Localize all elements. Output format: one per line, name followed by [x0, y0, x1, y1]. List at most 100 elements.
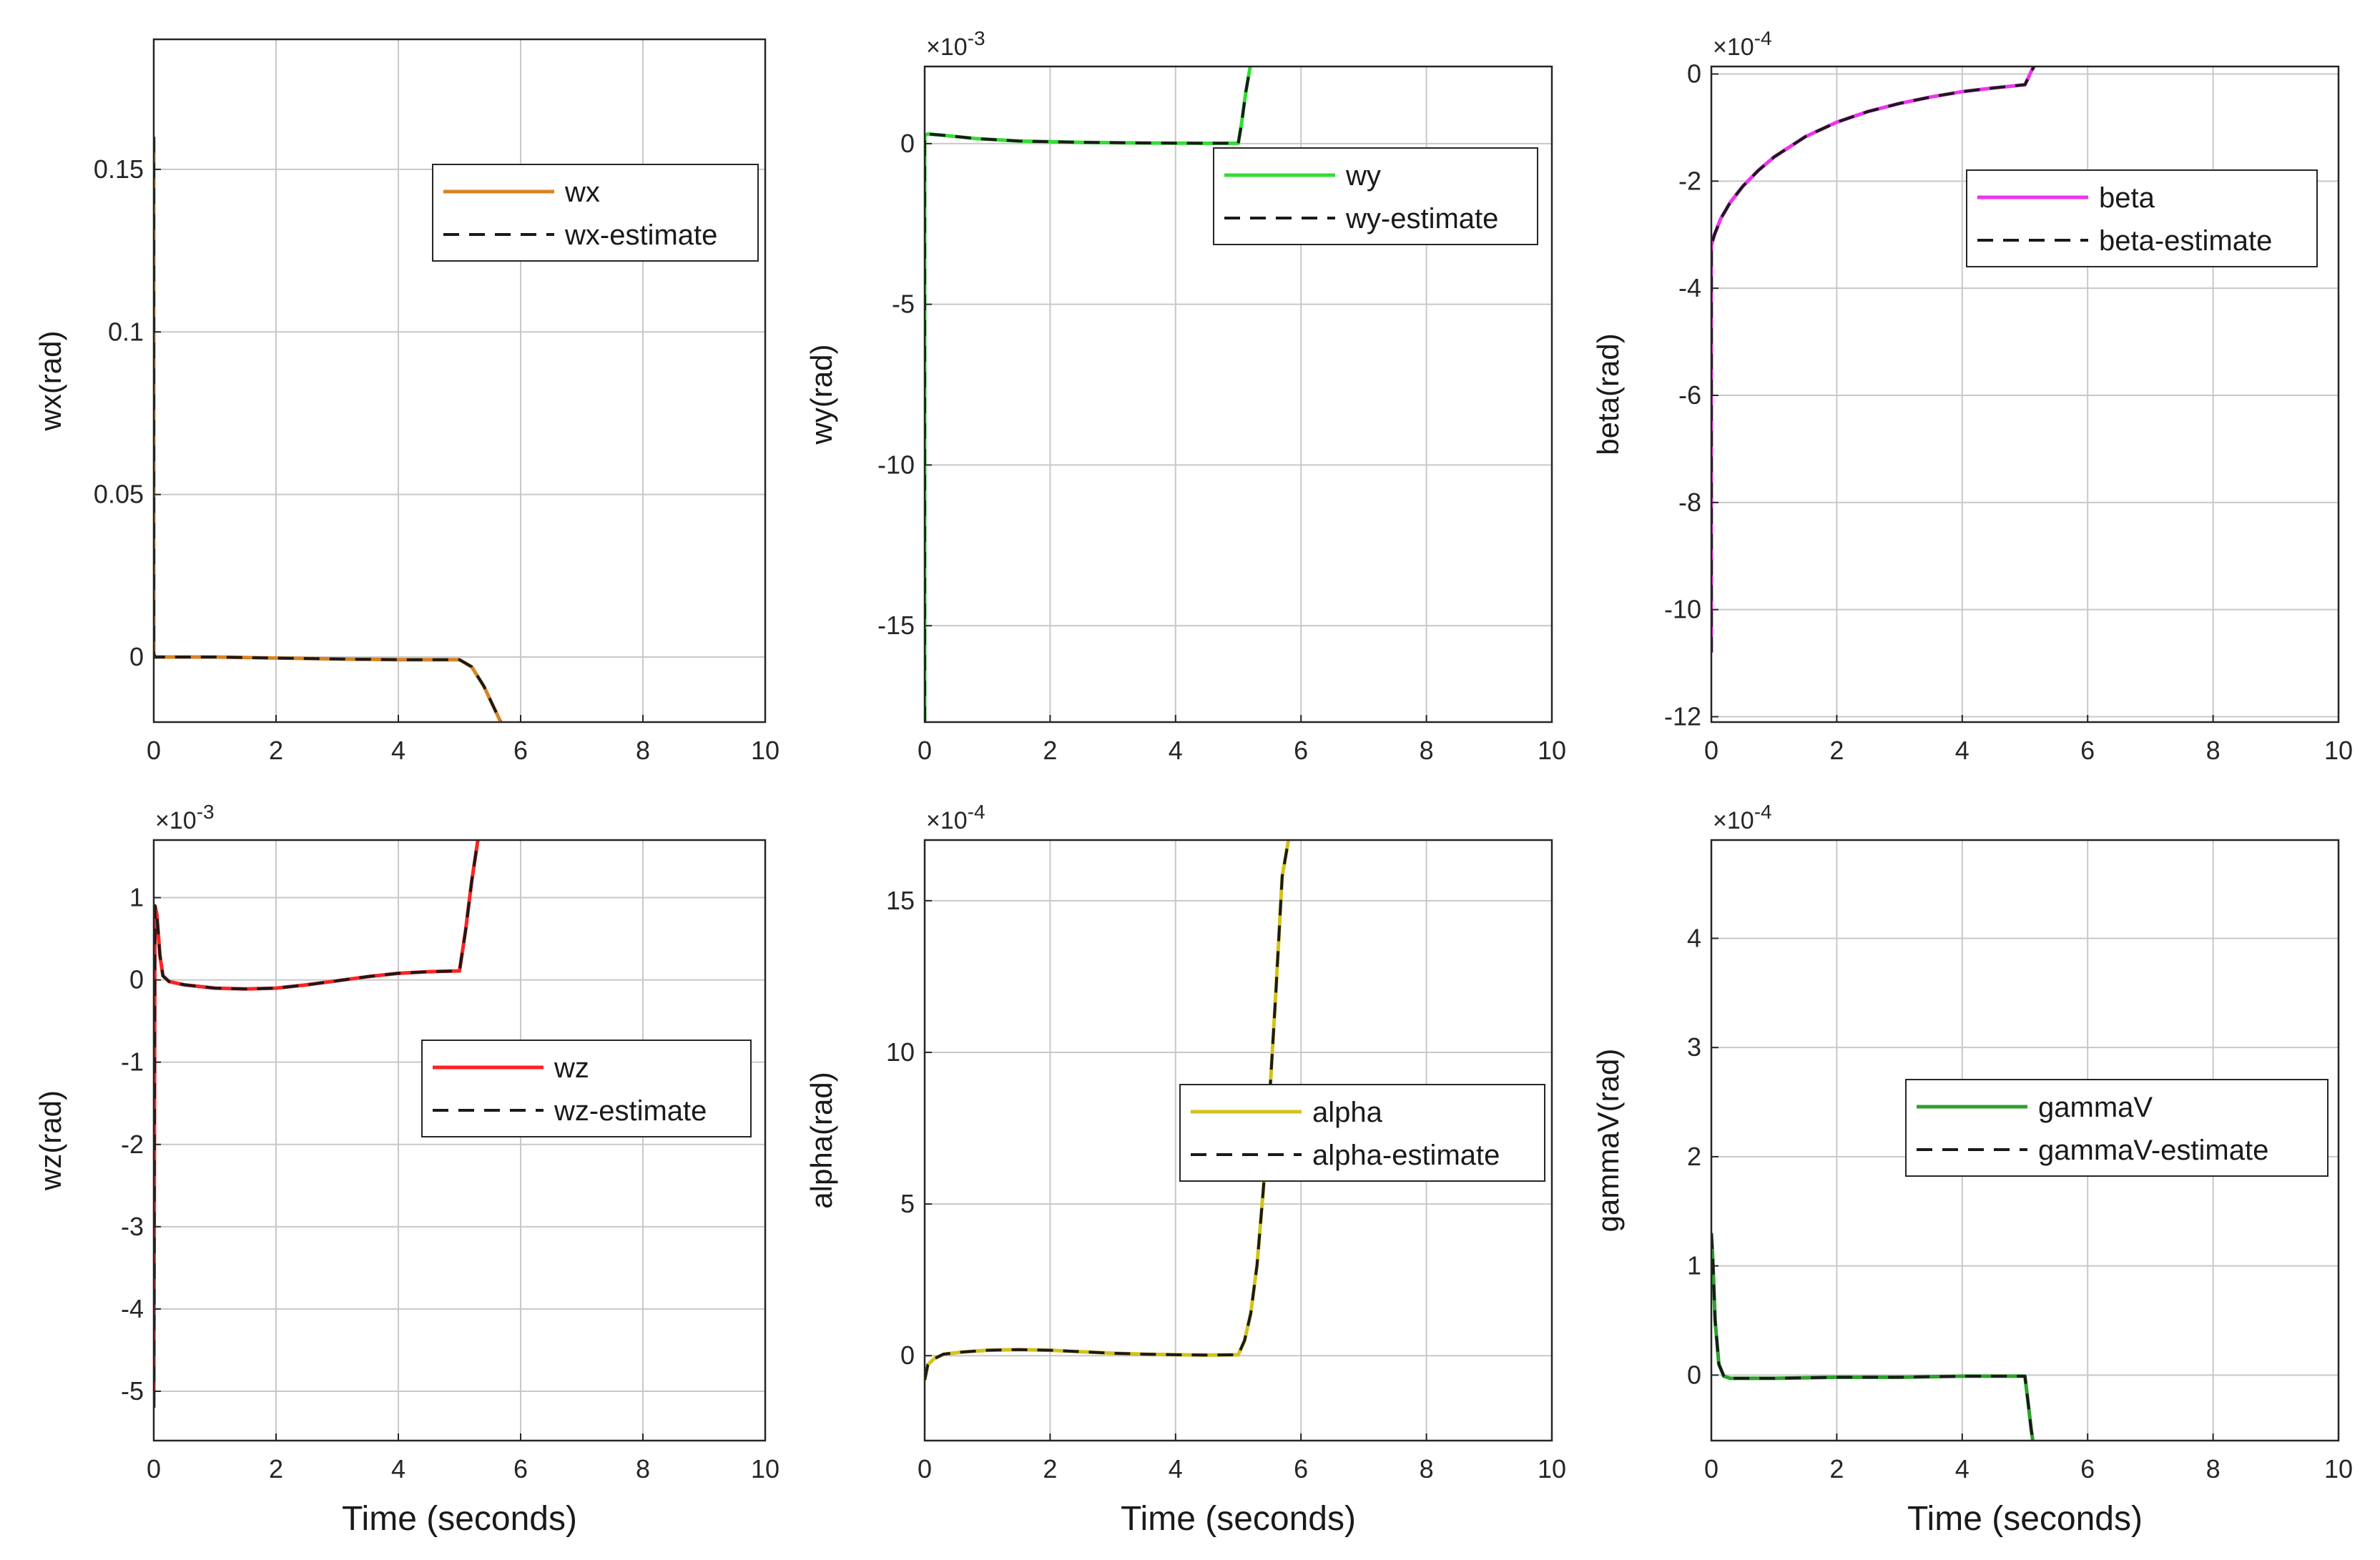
- plot-area: [1711, 66, 2339, 722]
- legend: gammaV gammaV-estimate: [1905, 1079, 2329, 1177]
- y-tick-label: 0.15: [94, 154, 144, 184]
- x-tick-label: 2: [1829, 1454, 1844, 1484]
- y-exponent-label: ×10-4: [1713, 801, 1772, 834]
- legend: beta beta-estimate: [1966, 169, 2318, 267]
- y-tick-label: 0: [900, 129, 915, 158]
- y-tick-label: 2: [1687, 1142, 1701, 1171]
- x-axis-label: Time (seconds): [1121, 1500, 1356, 1538]
- y-tick-label: 0: [129, 642, 144, 671]
- x-tick-label: 2: [269, 736, 283, 765]
- y-tick-label: -8: [1678, 488, 1701, 517]
- legend-box: [1966, 169, 2318, 267]
- y-tick-label: -4: [1678, 273, 1701, 302]
- x-tick-label: 4: [1955, 736, 1970, 765]
- x-tick-label: 6: [1294, 1454, 1308, 1484]
- y-tick-label: 1: [129, 883, 144, 912]
- x-tick-label: 10: [751, 1454, 780, 1484]
- y-exponent-label: ×10-4: [926, 801, 985, 834]
- x-tick-label: 6: [513, 736, 528, 765]
- y-tick-label: 0: [1687, 1360, 1701, 1389]
- series-line-gammaV-estimate: [1711, 1233, 2035, 1441]
- legend: wz wz-estimate: [421, 1040, 752, 1137]
- axes-frame: [1710, 65, 2340, 724]
- y-tick-label: -6: [1678, 380, 1701, 410]
- legend-entry-alpha: alpha: [1312, 1097, 1383, 1128]
- chart-wz: 0 2 4 6 8 10 -5 -4 -3 -2 -1 0 1 ×10-3 wz(rad) Time (sec…: [34, 801, 780, 1538]
- x-tick-label: 2: [1829, 736, 1844, 765]
- x-tick-label: 6: [1294, 736, 1308, 765]
- x-tick-label: 4: [391, 1454, 405, 1484]
- legend-entry-wy-estimate: wy-estimate: [1345, 203, 1498, 235]
- x-tick-label: 0: [147, 736, 161, 765]
- y-exponent-label: ×10-4: [1713, 27, 1772, 61]
- x-tick-label: 8: [2206, 736, 2221, 765]
- x-tick-label: 6: [2080, 736, 2095, 765]
- axes-frame: [152, 839, 767, 1442]
- y-axis-label: gammaV(rad): [1591, 1049, 1625, 1233]
- x-tick-label: 4: [1955, 1454, 1970, 1484]
- y-tick-label: 1: [1687, 1251, 1701, 1280]
- x-tick-label: 8: [636, 1454, 650, 1484]
- legend-box: [432, 164, 759, 262]
- x-tick-label: 8: [636, 736, 650, 765]
- x-tick-label: 2: [1043, 736, 1057, 765]
- x-tick-label: 0: [147, 1454, 161, 1484]
- y-axis-label: wy(rad): [805, 344, 838, 445]
- y-tick-label: -10: [877, 450, 915, 479]
- legend: alpha alpha-estimate: [1179, 1084, 1545, 1182]
- x-tick-label: 8: [1420, 736, 1434, 765]
- y-tick-label: -5: [892, 290, 915, 319]
- plot-area: [154, 39, 765, 722]
- series-line-wy: [925, 66, 1252, 722]
- legend: wx wx-estimate: [432, 164, 759, 262]
- y-tick-label: -10: [1664, 595, 1701, 624]
- legend-entry-wz: wz: [554, 1052, 589, 1084]
- y-exponent-label: ×10-3: [926, 27, 985, 61]
- y-tick-label: 0: [900, 1341, 915, 1370]
- legend-entry-alpha-estimate: alpha-estimate: [1312, 1140, 1500, 1171]
- x-tick-label: 0: [918, 736, 932, 765]
- x-tick-label: 6: [2080, 1454, 2095, 1484]
- y-tick-label: -5: [121, 1376, 144, 1406]
- legend-box: [1179, 1084, 1545, 1182]
- y-tick-label: 15: [886, 886, 915, 915]
- x-tick-label: 8: [1420, 1454, 1434, 1484]
- y-tick-label: 0.05: [94, 480, 144, 509]
- axes-frame: [152, 38, 767, 724]
- y-axis-label: wx(rad): [34, 330, 67, 431]
- x-tick-label: 0: [918, 1454, 932, 1484]
- x-tick-label: 8: [2206, 1454, 2221, 1484]
- x-tick-label: 2: [1043, 1454, 1057, 1484]
- y-exponent-label: ×10-3: [155, 801, 215, 834]
- legend-entry-beta-estimate: beta-estimate: [2099, 225, 2272, 257]
- legend-entry-wy: wy: [1345, 160, 1381, 192]
- x-tick-label: 0: [1704, 736, 1718, 765]
- chart-beta: 0 2 4 6 8 10 -12 -10 -8 -6 -4 -2 0 ×10-4 beta(rad) beta…: [1591, 27, 2353, 765]
- axes-frame: [923, 65, 1553, 724]
- chart-wy: 0 2 4 6 8 10 -15 -10 -5 0 ×10-3 wy(rad) wy wy-estimat…: [805, 27, 1566, 765]
- legend-entry-wx-estimate: wx-estimate: [564, 219, 717, 251]
- axes-frame: [923, 839, 1553, 1442]
- y-tick-label: 3: [1687, 1032, 1701, 1062]
- y-tick-label: 5: [900, 1189, 915, 1218]
- y-tick-label: 4: [1687, 923, 1701, 952]
- plot-area: [154, 840, 765, 1441]
- legend-entry-beta: beta: [2099, 182, 2155, 214]
- x-tick-label: 10: [1538, 736, 1566, 765]
- chart-alpha: 0 2 4 6 8 10 0 5 10 15 ×10-4 alpha(rad) Time (second…: [805, 801, 1566, 1538]
- legend-entry-wx: wx: [564, 177, 600, 208]
- x-tick-label: 10: [2324, 1454, 2353, 1484]
- legend-entry-gammaV-estimate: gammaV-estimate: [2038, 1135, 2268, 1166]
- x-axis-label: Time (seconds): [1907, 1500, 2143, 1538]
- y-tick-label: 0: [129, 965, 144, 994]
- y-tick-label: 10: [886, 1037, 915, 1067]
- x-tick-label: 2: [269, 1454, 283, 1484]
- legend-entry-gammaV: gammaV: [2038, 1092, 2153, 1123]
- y-axis-label: wz(rad): [34, 1090, 67, 1191]
- y-tick-label: -15: [877, 611, 915, 640]
- y-tick-label: -3: [121, 1212, 144, 1241]
- x-axis-label: Time (seconds): [342, 1500, 577, 1538]
- y-tick-label: 0.1: [108, 317, 144, 346]
- y-tick-label: -2: [121, 1130, 144, 1159]
